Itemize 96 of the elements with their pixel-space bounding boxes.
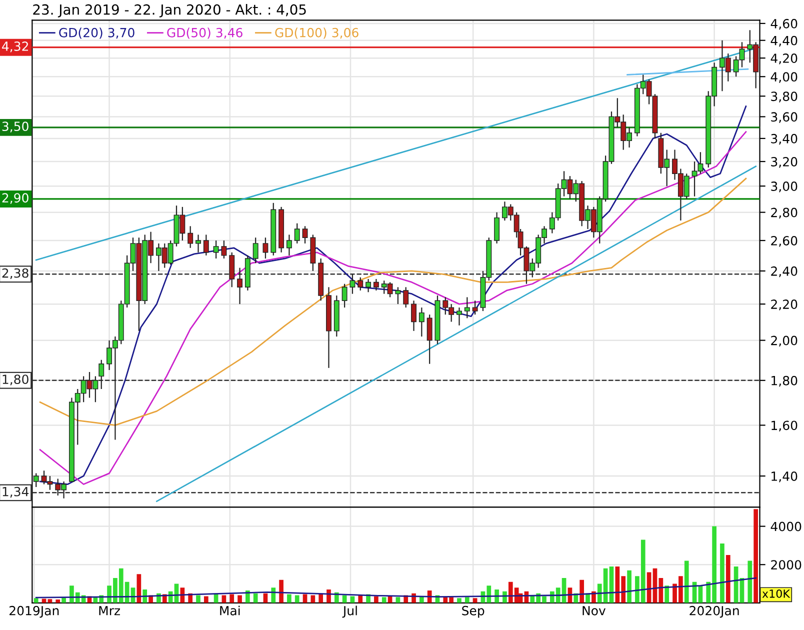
y-tick-label: 4,60 [770,18,798,30]
ref-line-label: 1,80 [2,374,28,386]
bar [196,595,200,603]
ref-line-label: 2,38 [2,268,28,280]
bar [62,598,66,603]
candlestick [262,237,268,260]
candlestick [221,240,227,260]
candlestick [196,234,201,253]
y-tick-label: 3,60 [771,112,798,123]
bar [238,595,242,603]
candlestick [302,226,308,244]
y-tick-label: 2000 [771,560,802,570]
bar [374,596,378,603]
ref-line-label: 2,90 [2,193,28,204]
candlestick [373,278,379,292]
bar [279,580,284,603]
bar [494,590,499,603]
bar [754,509,758,603]
x-tick-label: Mrz [99,606,120,616]
candlestick [418,306,424,338]
bar [748,560,752,603]
candlestick [350,274,356,294]
candlestick [286,234,292,256]
candlestick [294,222,300,244]
bar [56,599,60,603]
y-tick-label: 3,20 [771,156,798,168]
candlestick [358,276,364,292]
bar [580,580,584,603]
ref-line-label: 3,50 [2,122,28,132]
candlestick [456,306,462,326]
bar [464,597,470,603]
bar [627,570,632,603]
candlestick [213,240,219,260]
bar [457,598,462,603]
y-tick-label: 3,40 [771,134,798,145]
candlestick [342,283,348,308]
candlestick [464,296,470,319]
y-tick-label: 3,80 [771,92,798,102]
y-tick-label: 2,60 [771,236,798,247]
legend-label: GD(100) 3,06 [275,28,358,39]
y-tick-label: 4,20 [770,54,798,64]
chart-title: 23. Jan 2019 - 22. Jan 2020 - Akt. : 4,05 [33,4,306,18]
candlestick [411,300,416,332]
legend-label: GD(20) 3,70 [59,28,134,39]
candlestick [33,472,39,488]
x-tick-label: Nov [582,606,606,616]
candlestick [98,359,104,390]
candlestick [188,226,194,248]
bar [382,597,386,603]
bar [684,560,689,603]
bar [358,595,363,603]
ref-line-label: 4,32 [2,42,28,52]
bar [726,555,730,603]
x-tick-label: Mai [220,606,240,616]
bar [287,594,292,603]
text: x10K [762,589,790,598]
bar [222,595,226,603]
bar [326,590,331,603]
legend-label: GD(50) 3,46 [167,28,242,39]
candlestick [229,252,235,288]
bar [253,593,258,603]
candlestick [494,212,500,244]
bar [34,598,38,603]
candlestick [203,234,209,256]
candlestick [472,300,478,316]
y-tick-label: 2,80 [771,208,798,219]
candlestick [252,237,258,264]
x-tick-label: 2020Jan [690,606,739,618]
candlestick [237,267,242,305]
x-tick-label: Jul [342,606,357,618]
y-tick-label: 1,80 [772,376,798,387]
line-series [39,178,747,426]
y-tick-label: 4,00 [770,72,798,83]
y-tick-label: 1,40 [772,471,798,482]
candlestick [395,286,401,305]
bar [230,594,234,603]
y-tick-label: 4000 [770,522,802,532]
candlestick [426,314,432,364]
y-tick-label: 2,40 [771,266,798,278]
bar [310,595,316,603]
y-tick-label: 3,00 [771,182,798,192]
x-tick-label: 2019Jan [10,606,59,618]
line-series [35,577,757,598]
candlestick [366,278,372,293]
bar [664,586,670,603]
y-tick-label: 1,60 [772,420,798,432]
bar [294,595,300,603]
y-tick-label: 4,40 [770,36,798,47]
candlestick [403,286,409,308]
y-tick-label: 2,00 [771,336,798,347]
bar [271,588,276,603]
x-tick-label: Sep [462,606,484,618]
bar [204,596,208,603]
bar [720,544,724,603]
y-tick-label: 2,20 [771,300,798,310]
ref-line-label: 1,34 [2,486,29,498]
